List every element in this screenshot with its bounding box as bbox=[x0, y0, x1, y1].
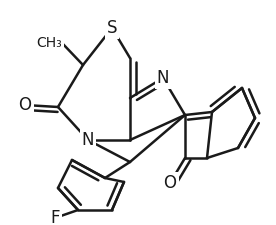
Text: O: O bbox=[18, 96, 31, 114]
Text: CH₃: CH₃ bbox=[36, 36, 62, 50]
Text: N: N bbox=[157, 69, 169, 87]
Text: N: N bbox=[82, 131, 94, 149]
Text: S: S bbox=[107, 19, 117, 37]
Text: F: F bbox=[50, 209, 60, 225]
Text: O: O bbox=[163, 174, 176, 192]
